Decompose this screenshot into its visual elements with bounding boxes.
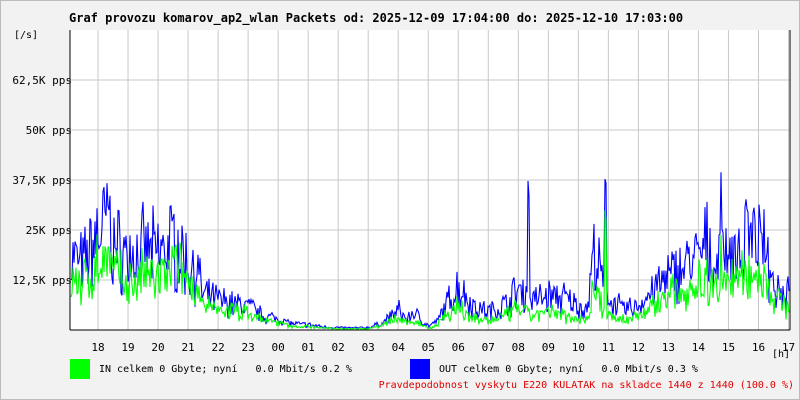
x-tick-label: 16	[752, 341, 765, 354]
x-axis-unit: [h]	[772, 349, 791, 360]
legend-in-swatch	[70, 359, 90, 379]
y-tick-label: 25K pps	[26, 224, 72, 237]
x-tick-label: 03	[362, 341, 375, 354]
x-tick-label: 17	[782, 341, 795, 354]
x-tick-label: 07	[482, 341, 495, 354]
x-tick-label: 15	[722, 341, 735, 354]
x-tick-label: 23	[241, 341, 254, 354]
x-tick-label: 12	[632, 341, 645, 354]
legend-out-label: OUT celkem 0 Gbyte; nyní 0.0 Mbit/s 0.3 …	[439, 363, 698, 375]
x-tick-label: 18	[91, 341, 104, 354]
x-tick-label: 13	[662, 341, 675, 354]
y-axis-unit: [/s]	[14, 30, 39, 41]
x-tick-label: 19	[121, 341, 134, 354]
x-tick-label: 08	[512, 341, 525, 354]
y-tick-label: 50K pps	[26, 124, 72, 137]
legend-out: OUT celkem 0 Gbyte; nyní 0.0 Mbit/s 0.3 …	[410, 358, 698, 380]
x-tick-label: 22	[211, 341, 224, 354]
x-tick-label: 04	[392, 341, 406, 354]
x-tick-label: 11	[602, 341, 615, 354]
footer-note: Pravdepodobnost vyskytu E220 KULATAK na …	[378, 380, 794, 391]
series-in-line	[70, 210, 790, 330]
x-tick-label: 21	[181, 341, 194, 354]
y-tick-label: 37,5K pps	[12, 174, 72, 187]
x-tick-label: 05	[422, 341, 435, 354]
x-tick-label: 14	[692, 341, 706, 354]
y-tick-label: 62,5K pps	[12, 74, 72, 87]
x-tick-label: 01	[302, 341, 315, 354]
x-tick-label: 02	[332, 341, 345, 354]
chart-title: Graf provozu komarov_ap2_wlan Packets od…	[69, 11, 684, 25]
y-tick-label: 12,5K pps	[12, 274, 72, 287]
x-tick-label: 00	[272, 341, 285, 354]
x-tick-label: 10	[572, 341, 585, 354]
x-tick-label: 09	[542, 341, 555, 354]
x-tick-label: 20	[151, 341, 164, 354]
legend-out-swatch	[410, 359, 430, 379]
legend-in: IN celkem 0 Gbyte; nyní 0.0 Mbit/s 0.2 %	[70, 358, 352, 380]
legend-in-label: IN celkem 0 Gbyte; nyní 0.0 Mbit/s 0.2 %	[99, 363, 352, 375]
x-tick-label: 06	[452, 341, 465, 354]
